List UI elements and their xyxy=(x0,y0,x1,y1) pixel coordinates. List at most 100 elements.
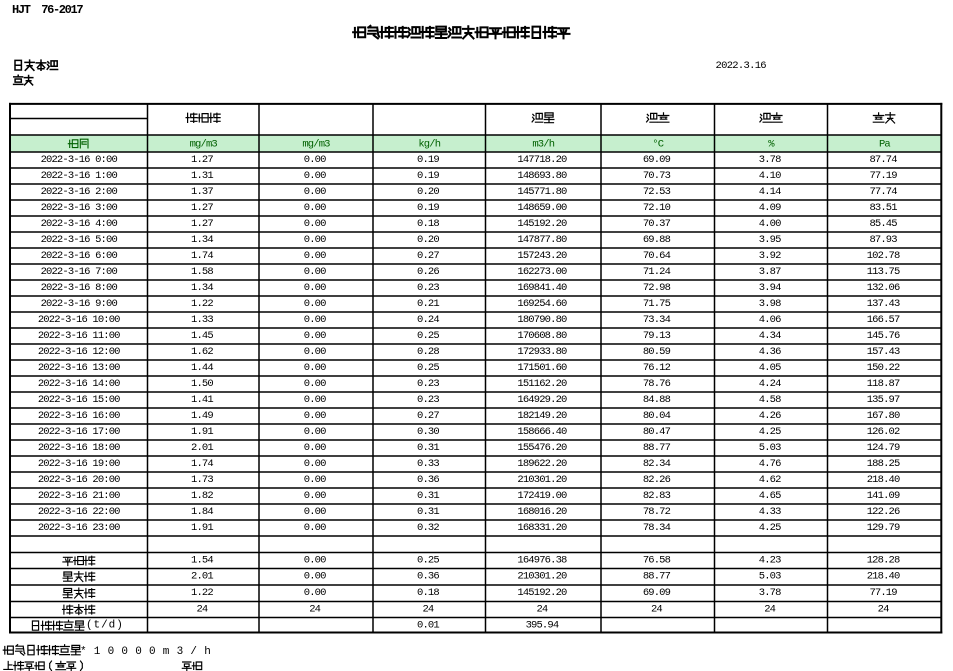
svg-text:82.26: 82.26 xyxy=(643,474,671,486)
svg-text:2022.3.16: 2022.3.16 xyxy=(716,60,767,72)
svg-text:4.09: 4.09 xyxy=(759,202,781,214)
svg-text:151162.20: 151162.20 xyxy=(517,378,567,390)
svg-text:1.31: 1.31 xyxy=(191,170,213,182)
svg-text:HJT 76-2017: HJT 76-2017 xyxy=(12,3,83,17)
svg-text:1.91: 1.91 xyxy=(191,426,213,438)
svg-text:3.98: 3.98 xyxy=(759,298,781,310)
svg-text:0.36: 0.36 xyxy=(417,474,439,486)
svg-text:0.23: 0.23 xyxy=(417,282,439,294)
svg-text:24: 24 xyxy=(536,604,547,616)
svg-text:1.50: 1.50 xyxy=(191,378,213,390)
svg-text:24: 24 xyxy=(309,604,320,616)
svg-text:0.19: 0.19 xyxy=(417,202,439,214)
svg-text:141.09: 141.09 xyxy=(867,490,900,502)
svg-text:0.19: 0.19 xyxy=(417,170,439,182)
svg-text:132.06: 132.06 xyxy=(867,282,900,294)
svg-text:24: 24 xyxy=(196,604,207,616)
svg-text:172933.80: 172933.80 xyxy=(517,346,567,358)
svg-text:145.76: 145.76 xyxy=(867,330,900,342)
svg-text:4.62: 4.62 xyxy=(759,474,781,486)
svg-text:71.75: 71.75 xyxy=(643,298,671,310)
svg-text:118.87: 118.87 xyxy=(867,378,900,390)
svg-text:169254.60: 169254.60 xyxy=(517,298,567,310)
svg-text:88.77: 88.77 xyxy=(643,571,671,583)
svg-text:4.10: 4.10 xyxy=(759,170,781,182)
svg-text:0.00: 0.00 xyxy=(304,362,326,374)
svg-text:157.43: 157.43 xyxy=(867,346,900,358)
svg-text:150.22: 150.22 xyxy=(867,362,900,374)
svg-text:4.33: 4.33 xyxy=(759,506,781,518)
svg-text:3.78: 3.78 xyxy=(759,154,781,166)
svg-text:1.27: 1.27 xyxy=(191,202,213,214)
svg-text:1.34: 1.34 xyxy=(191,234,213,246)
svg-text:0.23: 0.23 xyxy=(417,378,439,390)
svg-text:0.00: 0.00 xyxy=(304,458,326,470)
svg-text:155476.20: 155476.20 xyxy=(517,442,567,454)
svg-text:2022-3-16 13:00: 2022-3-16 13:00 xyxy=(38,362,120,374)
svg-text:0.00: 0.00 xyxy=(304,506,326,518)
svg-text:168331.20: 168331.20 xyxy=(517,522,567,534)
svg-text:4.24: 4.24 xyxy=(759,378,781,390)
svg-text:4.76: 4.76 xyxy=(759,458,781,470)
svg-text:2022-3-16 14:00: 2022-3-16 14:00 xyxy=(38,378,120,390)
svg-text:69.09: 69.09 xyxy=(643,154,671,166)
svg-text:72.53: 72.53 xyxy=(643,186,671,198)
svg-text:0.26: 0.26 xyxy=(417,266,439,278)
svg-text:1.54: 1.54 xyxy=(191,555,213,567)
svg-text:0.00: 0.00 xyxy=(304,410,326,422)
svg-text:70.73: 70.73 xyxy=(643,170,671,182)
svg-text:4.00: 4.00 xyxy=(759,218,781,230)
svg-text:0.00: 0.00 xyxy=(304,250,326,262)
svg-text:72.10: 72.10 xyxy=(643,202,671,214)
svg-text:126.02: 126.02 xyxy=(867,426,900,438)
svg-text:69.88: 69.88 xyxy=(643,234,671,246)
svg-text:148693.80: 148693.80 xyxy=(517,170,567,182)
svg-text:135.97: 135.97 xyxy=(867,394,900,406)
svg-text:0.20: 0.20 xyxy=(417,186,439,198)
svg-text:0.31: 0.31 xyxy=(417,506,439,518)
svg-text:2022-3-16 12:00: 2022-3-16 12:00 xyxy=(38,346,120,358)
svg-text:164929.20: 164929.20 xyxy=(517,394,567,406)
svg-text:78.34: 78.34 xyxy=(643,522,671,534)
svg-text:0.23: 0.23 xyxy=(417,394,439,406)
svg-text:0.32: 0.32 xyxy=(417,522,439,534)
svg-text:(t/d): (t/d) xyxy=(86,620,124,632)
svg-text:2.01: 2.01 xyxy=(191,442,213,454)
svg-text:4.23: 4.23 xyxy=(759,555,781,567)
svg-text:2022-3-16 2:00: 2022-3-16 2:00 xyxy=(41,186,118,198)
svg-text:171501.60: 171501.60 xyxy=(517,362,567,374)
svg-text:4.25: 4.25 xyxy=(759,426,781,438)
svg-text:73.34: 73.34 xyxy=(643,314,671,326)
svg-text:mg/m3: mg/m3 xyxy=(302,139,330,151)
svg-text:3.92: 3.92 xyxy=(759,250,781,262)
svg-text:0.00: 0.00 xyxy=(304,186,326,198)
svg-text:1.45: 1.45 xyxy=(191,330,213,342)
svg-text:102.78: 102.78 xyxy=(867,250,900,262)
svg-text:2022-3-16 22:00: 2022-3-16 22:00 xyxy=(38,506,120,518)
svg-text:4.34: 4.34 xyxy=(759,330,781,342)
svg-text:2022-3-16 4:00: 2022-3-16 4:00 xyxy=(41,218,118,230)
svg-text:0.00: 0.00 xyxy=(304,266,326,278)
svg-text:145192.20: 145192.20 xyxy=(517,218,567,230)
svg-text:1.73: 1.73 xyxy=(191,474,213,486)
svg-text:76.58: 76.58 xyxy=(643,555,671,567)
svg-text:79.13: 79.13 xyxy=(643,330,671,342)
svg-text:4.25: 4.25 xyxy=(759,522,781,534)
svg-text:0.31: 0.31 xyxy=(417,490,439,502)
svg-text:70.37: 70.37 xyxy=(643,218,671,230)
svg-text:0.00: 0.00 xyxy=(304,587,326,599)
svg-text:157243.20: 157243.20 xyxy=(517,250,567,262)
svg-text:218.40: 218.40 xyxy=(867,571,900,583)
svg-text:2022-3-16 3:00: 2022-3-16 3:00 xyxy=(41,202,118,214)
svg-text:85.45: 85.45 xyxy=(869,218,897,230)
svg-text:0.27: 0.27 xyxy=(417,410,439,422)
svg-text:3.78: 3.78 xyxy=(759,587,781,599)
svg-text:0.00: 0.00 xyxy=(304,170,326,182)
svg-text:0.28: 0.28 xyxy=(417,346,439,358)
svg-text:167.80: 167.80 xyxy=(867,410,900,422)
svg-text:0.25: 0.25 xyxy=(417,330,439,342)
svg-text:182149.20: 182149.20 xyxy=(517,410,567,422)
svg-text:124.79: 124.79 xyxy=(867,442,900,454)
svg-text:4.06: 4.06 xyxy=(759,314,781,326)
svg-text:mg/m3: mg/m3 xyxy=(190,139,218,151)
